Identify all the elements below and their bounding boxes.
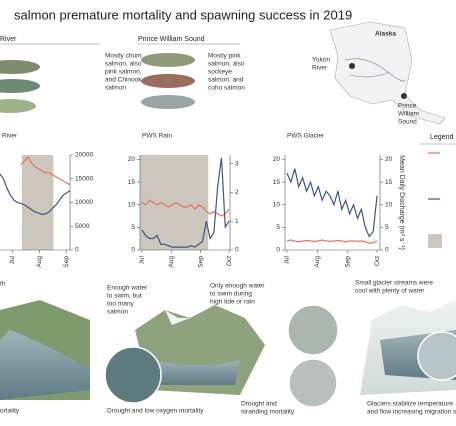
map-label: Prince bbox=[398, 103, 417, 110]
map-label: Yukon bbox=[312, 57, 330, 64]
callout: to swim, but bbox=[107, 293, 142, 300]
y-tick-label: 20 bbox=[128, 156, 136, 163]
region-description: Mostly chum bbox=[105, 53, 141, 60]
map-label: William bbox=[398, 111, 419, 118]
chart-title: River bbox=[2, 133, 18, 140]
y2-tick-label: 10 bbox=[385, 201, 393, 208]
chart-title: PWS Glacier bbox=[287, 133, 325, 140]
y-tick-label: 10 bbox=[128, 201, 136, 208]
series-line bbox=[141, 199, 230, 217]
region-description: sockeye bbox=[208, 69, 232, 76]
region-description: pink salmon, bbox=[105, 69, 142, 76]
region-description: Mostly pink bbox=[208, 53, 241, 60]
map-label: River bbox=[312, 65, 328, 72]
callout: salmon bbox=[107, 309, 128, 316]
mortality-period bbox=[140, 155, 209, 250]
y-tick-label: 15 bbox=[128, 179, 136, 186]
x-tick-label: Jul bbox=[284, 255, 291, 264]
callout: too many bbox=[107, 301, 134, 308]
x-tick-label: Oct bbox=[226, 256, 233, 266]
map-label: Alaska bbox=[375, 31, 396, 38]
y2-tick-label: 0 bbox=[75, 247, 79, 254]
y-tick-label: 0 bbox=[131, 247, 135, 254]
caption: and flow increasing migration s bbox=[367, 409, 456, 416]
y2-tick-label: 2 bbox=[235, 189, 239, 196]
page-title: salmon premature mortality and spawning … bbox=[14, 7, 352, 22]
x-tick-label: Aug bbox=[168, 256, 175, 268]
x-tick-label: Aug bbox=[36, 256, 43, 268]
landscape-illustrations bbox=[0, 300, 456, 408]
region-name: Prince William Sound bbox=[138, 36, 205, 43]
region-description: salmon, also bbox=[105, 61, 142, 68]
callout: Enough water bbox=[107, 285, 148, 292]
alaska-map bbox=[329, 21, 446, 125]
y2-tick-label: 10000 bbox=[75, 199, 93, 206]
y2-tick-label: 0 bbox=[385, 247, 389, 254]
callout: cool with plenty of water bbox=[355, 288, 425, 295]
callout: high tide or rain bbox=[210, 299, 255, 306]
y2-tick-label: 15 bbox=[385, 179, 393, 186]
x-tick-label: Jul bbox=[139, 255, 146, 264]
series-line bbox=[286, 239, 378, 244]
y-tick-label: 20 bbox=[273, 156, 281, 163]
x-tick-label: Aug bbox=[314, 256, 321, 268]
series-line bbox=[20, 155, 71, 186]
y-tick-label: 10 bbox=[273, 201, 281, 208]
y2-tick-label: 5000 bbox=[75, 223, 90, 230]
x-tick-label: Sep bbox=[63, 256, 70, 268]
caption: Glaciers stabilize temperature bbox=[367, 401, 453, 408]
region-description: and Chinook bbox=[105, 77, 142, 84]
region-description: salmon, and bbox=[208, 77, 244, 84]
series-line bbox=[286, 168, 378, 238]
caption: ortality bbox=[0, 408, 20, 415]
mortality-period bbox=[21, 155, 54, 250]
callout: to swim during bbox=[210, 291, 252, 298]
legend bbox=[420, 143, 456, 248]
region-description: salmon bbox=[105, 85, 126, 92]
y2-tick-label: 0 bbox=[235, 247, 239, 254]
region-description: salmon, also bbox=[208, 61, 245, 68]
y2-tick-label: 20 bbox=[385, 156, 393, 163]
x-tick-label: Sep bbox=[344, 256, 351, 268]
y2-tick-label: 1 bbox=[235, 218, 239, 225]
region-name: River bbox=[0, 36, 17, 43]
caption: Drought and bbox=[241, 401, 277, 408]
chart-title: PWS Rain bbox=[142, 133, 172, 140]
caption: Drought and low oxygen mortality bbox=[107, 408, 204, 415]
caption: stranding mortality bbox=[241, 409, 295, 416]
callout: Only enough water bbox=[210, 283, 265, 290]
y-tick-label: 5 bbox=[131, 224, 135, 231]
series-line bbox=[141, 157, 230, 248]
y2-tick-label: 15000 bbox=[75, 175, 93, 182]
y2-axis-title: Mean Daily Discharge (m³ s⁻¹) bbox=[398, 155, 405, 250]
y-tick-label: 5 bbox=[276, 224, 280, 231]
y2-tick-label: 20000 bbox=[75, 152, 93, 159]
y2-tick-label: 5 bbox=[385, 224, 389, 231]
series-line bbox=[0, 173, 71, 215]
fish-illustrations bbox=[0, 53, 195, 113]
x-tick-label: Sep bbox=[197, 256, 204, 268]
callout: th bbox=[0, 281, 6, 288]
region-description: coho salmon bbox=[208, 85, 245, 92]
callout: Small glacier streams were bbox=[355, 280, 433, 287]
x-tick-label: Jul bbox=[9, 255, 16, 264]
x-tick-label: Oct bbox=[374, 256, 381, 266]
y-tick-label: 15 bbox=[273, 179, 281, 186]
y-tick-label: 0 bbox=[276, 247, 280, 254]
legend-title: Legend bbox=[430, 134, 453, 141]
map-label: Sound bbox=[398, 119, 417, 126]
y2-tick-label: 3 bbox=[235, 160, 239, 167]
